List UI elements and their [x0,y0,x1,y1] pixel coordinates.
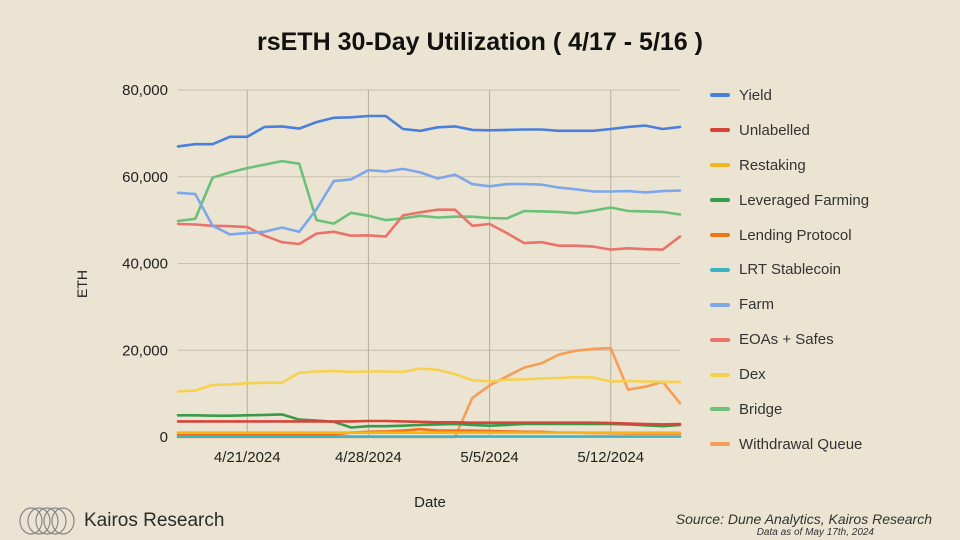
legend-swatch [710,372,730,377]
legend-label: Withdrawal Queue [739,435,863,453]
x-tick-label: 4/28/2024 [335,449,402,466]
series-line-unlabelled [176,419,682,426]
source-note: Source: Dune Analytics, Kairos Research [675,511,932,527]
y-tick-label: 20,000 [122,342,168,359]
y-tick-label: 60,000 [122,169,168,186]
series-line-eoas-safes [176,208,682,251]
legend-item: Leveraged Farming [710,183,869,218]
legend-swatch [710,128,730,133]
y-tick-label: 0 [160,429,168,446]
x-tick-label: 5/12/2024 [577,449,644,466]
legend-item: Dex [710,357,869,392]
brand: Kairos Research [18,506,224,536]
legend-item: Farm [710,287,869,322]
legend-item: Restaking [710,148,869,183]
y-tick-label: 80,000 [122,82,168,99]
brand-name: Kairos Research [84,510,225,531]
legend-label: Farm [739,296,774,314]
legend-swatch [710,198,730,203]
legend-label: Yield [739,86,772,104]
x-tick-label: 4/21/2024 [214,449,281,466]
kairos-logo-icon [19,507,75,535]
legend-item: EOAs + Safes [710,322,869,357]
legend-swatch [710,163,730,168]
legend-label: Unlabelled [739,121,810,139]
legend-label: EOAs + Safes [739,331,834,349]
legend-swatch [710,93,730,98]
legend-swatch [710,442,730,447]
legend-item: Withdrawal Queue [710,427,869,462]
legend-label: Dex [739,366,766,384]
legend-label: Leveraged Farming [739,191,870,209]
series-line-farm [176,167,682,236]
y-tick-label: 40,000 [122,256,168,273]
legend-swatch [710,302,730,307]
legend-item: Yield [710,78,869,113]
x-tick-label: 5/5/2024 [460,449,518,466]
legend-swatch [710,337,730,342]
series-line-dex [176,367,682,393]
legend-item: LRT Stablecoin [710,252,869,287]
legend-label: Lending Protocol [739,226,852,244]
x-axis-label: Date [414,494,446,511]
legend-swatch [710,233,730,237]
legend-label: Restaking [739,156,806,174]
legend-swatch [710,407,730,412]
legend-item: Unlabelled [710,113,869,148]
legend-swatch [710,267,730,272]
legend-label: LRT Stablecoin [739,261,842,279]
series-line-yield [176,114,682,148]
y-axis-label: ETH [74,270,90,298]
legend-item: Bridge [710,392,869,427]
chart-legend: Yield Unlabelled Restaking Leveraged Farmin… [710,78,869,462]
series-line-bridge [176,159,682,225]
chart-title: rsETH 30-Day Utilization ( 4/17 - 5/16 ) [257,28,703,56]
legend-label: Bridge [739,400,783,418]
data-as-of-note: Data as of May 17th, 2024 [756,527,874,538]
legend-item: Lending Protocol [710,218,869,253]
